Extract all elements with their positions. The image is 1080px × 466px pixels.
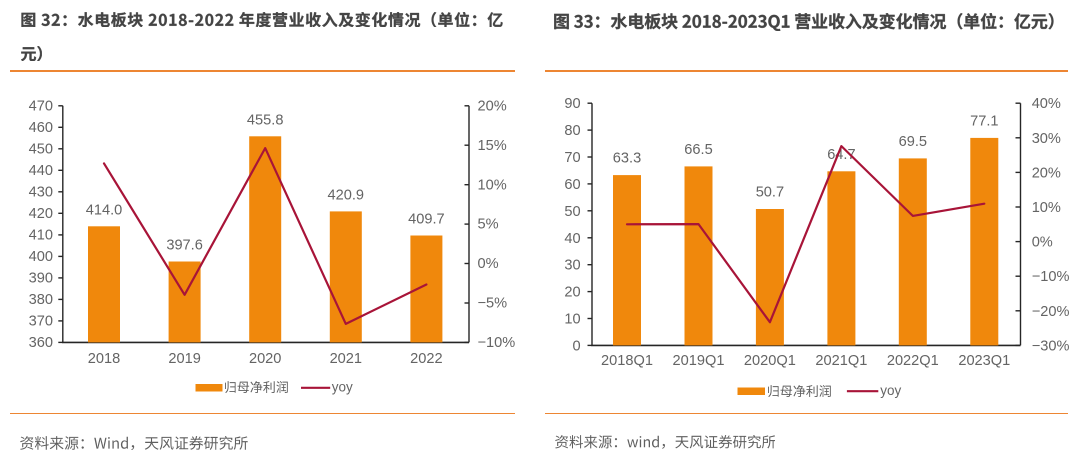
svg-text:0%: 0% bbox=[478, 256, 499, 272]
svg-text:40%: 40% bbox=[1032, 96, 1061, 112]
svg-text:10%: 10% bbox=[478, 177, 507, 193]
svg-text:460: 460 bbox=[29, 120, 53, 136]
svg-text:2022: 2022 bbox=[410, 351, 442, 367]
svg-text:440: 440 bbox=[29, 163, 53, 179]
svg-text:yoy: yoy bbox=[332, 379, 353, 394]
svg-text:2023Q1: 2023Q1 bbox=[958, 353, 1010, 369]
svg-text:30: 30 bbox=[564, 258, 580, 274]
svg-text:50: 50 bbox=[564, 204, 580, 220]
svg-text:−20%: −20% bbox=[1032, 304, 1070, 320]
svg-text:2021: 2021 bbox=[330, 351, 362, 367]
svg-text:2020: 2020 bbox=[249, 351, 281, 367]
svg-text:−10%: −10% bbox=[1032, 269, 1070, 285]
svg-text:2022Q1: 2022Q1 bbox=[887, 353, 939, 369]
svg-text:430: 430 bbox=[29, 184, 53, 200]
svg-text:20%: 20% bbox=[1032, 165, 1061, 181]
svg-text:0%: 0% bbox=[1032, 235, 1053, 251]
svg-text:60: 60 bbox=[564, 177, 580, 193]
svg-text:77.1: 77.1 bbox=[970, 113, 998, 129]
svg-text:455.8: 455.8 bbox=[247, 113, 284, 129]
svg-text:2019: 2019 bbox=[168, 351, 200, 367]
svg-text:397.6: 397.6 bbox=[166, 238, 203, 254]
svg-text:40: 40 bbox=[564, 231, 580, 247]
svg-text:−10%: −10% bbox=[478, 335, 516, 351]
svg-text:420.9: 420.9 bbox=[328, 188, 365, 204]
svg-text:420: 420 bbox=[29, 206, 53, 222]
svg-text:410: 410 bbox=[29, 228, 53, 244]
svg-text:390: 390 bbox=[29, 271, 53, 287]
svg-text:−30%: −30% bbox=[1032, 338, 1070, 354]
svg-text:80: 80 bbox=[564, 123, 580, 139]
svg-text:90: 90 bbox=[564, 96, 580, 112]
svg-text:yoy: yoy bbox=[880, 383, 901, 398]
svg-text:2021Q1: 2021Q1 bbox=[815, 353, 867, 369]
svg-text:2018Q1: 2018Q1 bbox=[601, 353, 653, 369]
svg-text:450: 450 bbox=[29, 141, 53, 157]
svg-text:20%: 20% bbox=[478, 98, 507, 114]
svg-text:2018: 2018 bbox=[88, 351, 120, 367]
svg-text:2020Q1: 2020Q1 bbox=[744, 353, 796, 369]
svg-text:50.7: 50.7 bbox=[756, 185, 784, 201]
svg-text:10: 10 bbox=[564, 312, 580, 328]
svg-text:70: 70 bbox=[564, 150, 580, 166]
svg-text:5%: 5% bbox=[478, 217, 499, 233]
svg-text:0: 0 bbox=[572, 338, 580, 354]
svg-text:409.7: 409.7 bbox=[408, 212, 445, 228]
svg-text:380: 380 bbox=[29, 292, 53, 308]
svg-text:370: 370 bbox=[29, 314, 53, 330]
svg-text:30%: 30% bbox=[1032, 131, 1061, 147]
svg-text:63.3: 63.3 bbox=[613, 151, 641, 167]
svg-text:15%: 15% bbox=[478, 138, 507, 154]
svg-text:66.5: 66.5 bbox=[684, 142, 712, 158]
svg-text:470: 470 bbox=[29, 98, 53, 114]
svg-text:360: 360 bbox=[29, 335, 53, 351]
svg-text:20: 20 bbox=[564, 285, 580, 301]
svg-text:400: 400 bbox=[29, 249, 53, 265]
svg-text:64.7: 64.7 bbox=[827, 147, 855, 163]
svg-text:69.5: 69.5 bbox=[899, 134, 927, 150]
svg-text:10%: 10% bbox=[1032, 200, 1061, 216]
svg-text:414.0: 414.0 bbox=[86, 203, 123, 219]
svg-text:−5%: −5% bbox=[478, 296, 508, 312]
svg-text:2019Q1: 2019Q1 bbox=[673, 353, 725, 369]
